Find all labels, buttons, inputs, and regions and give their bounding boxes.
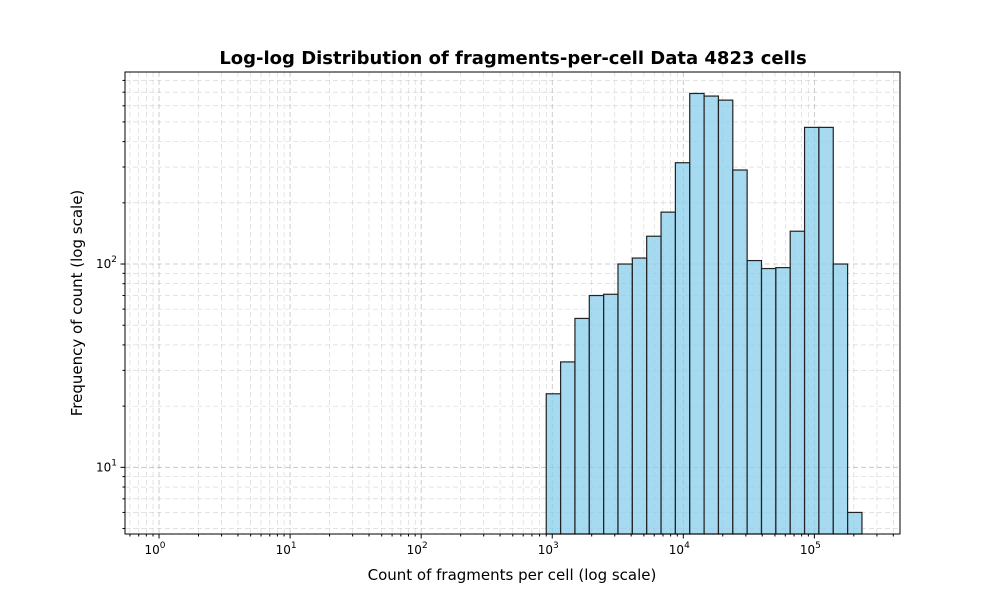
x-tick-label: 102 — [407, 541, 428, 557]
histogram-bar — [559, 361, 576, 535]
histogram-bar — [832, 263, 849, 535]
x-axis-label: Count of fragments per cell (log scale) — [368, 566, 657, 584]
x-axis-ticks: 100 101 102 103 104 105 — [129, 534, 894, 557]
histogram-bar — [674, 162, 691, 535]
y-tick-label: 101 — [96, 458, 117, 474]
histogram-bar — [717, 99, 734, 535]
y-axis-label: Frequency of count (log scale) — [68, 190, 86, 417]
histogram-bar — [847, 511, 863, 535]
histogram-bar — [703, 95, 720, 535]
histogram-bar — [617, 263, 633, 535]
x-tick-label: 104 — [669, 541, 690, 557]
histogram-bar — [818, 126, 834, 535]
y-axis-ticks: 101 102 — [96, 79, 125, 530]
histogram-bar — [631, 257, 648, 535]
x-tick-label: 103 — [538, 541, 559, 557]
histogram-bar — [646, 235, 662, 535]
histogram-bar — [603, 293, 619, 535]
histogram-bar — [789, 230, 806, 535]
histogram-bar — [732, 169, 748, 535]
histogram-bar — [545, 393, 562, 535]
x-tick-label: 100 — [145, 541, 166, 557]
y-tick-label: 102 — [96, 255, 117, 271]
grid-lines — [125, 72, 900, 534]
histogram-bar — [746, 259, 763, 535]
histogram-bar — [760, 267, 777, 535]
histogram-bar — [574, 317, 590, 535]
chart-title: Log-log Distribution of fragments-per-ce… — [219, 48, 806, 69]
histogram-bar — [660, 211, 676, 535]
histogram-bar — [775, 267, 791, 535]
x-tick-label: 105 — [800, 541, 821, 557]
histogram-bar — [588, 294, 605, 535]
histogram-bars — [545, 92, 863, 535]
histogram-bar — [803, 126, 820, 535]
x-tick-label: 101 — [276, 541, 297, 557]
histogram-bar — [689, 92, 705, 535]
